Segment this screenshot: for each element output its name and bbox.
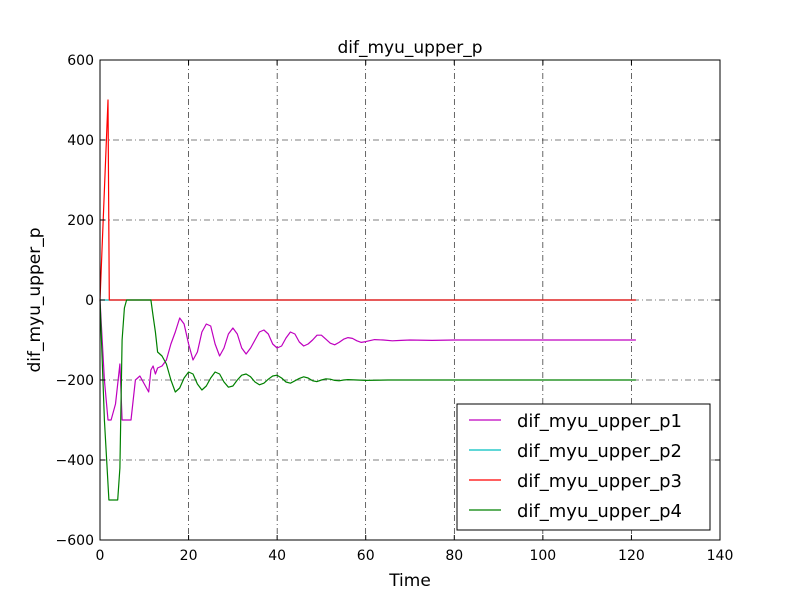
legend-label: dif_myu_upper_p1 bbox=[517, 411, 682, 432]
x-tick-label: 120 bbox=[618, 548, 645, 564]
y-tick-label: 0 bbox=[85, 293, 94, 309]
legend-label: dif_myu_upper_p3 bbox=[517, 471, 682, 492]
y-tick-label: −200 bbox=[56, 373, 94, 389]
legend: dif_myu_upper_p1 dif_myu_upper_p2 dif_myu_… bbox=[456, 403, 711, 531]
series-line-p3 bbox=[99, 99, 636, 301]
x-tick-label: 60 bbox=[357, 548, 375, 564]
legend-box bbox=[456, 403, 711, 531]
x-tick-label: 140 bbox=[707, 548, 734, 564]
x-axis-label: Time bbox=[388, 571, 431, 591]
legend-label: dif_myu_upper_p4 bbox=[517, 501, 682, 522]
x-tick-label: 0 bbox=[96, 548, 105, 564]
y-tick-label: −400 bbox=[56, 453, 94, 469]
y-tick-label: −600 bbox=[56, 533, 94, 549]
y-axis-label: dif_myu_upper_p bbox=[25, 228, 45, 373]
y-tick-label: 200 bbox=[67, 213, 94, 229]
chart-title: dif_myu_upper_p bbox=[338, 38, 483, 58]
ticks-layer: 0 20 40 60 80 100 120 140 −600 −400 −200 0 200 400 600 bbox=[56, 53, 734, 564]
legend-label: dif_myu_upper_p2 bbox=[517, 441, 682, 462]
x-tick-label: 80 bbox=[445, 548, 463, 564]
x-tick-label: 100 bbox=[529, 548, 556, 564]
series-line-p1 bbox=[99, 299, 636, 421]
x-tick-label: 40 bbox=[268, 548, 286, 564]
x-tick-label: 20 bbox=[180, 548, 198, 564]
y-tick-label: 600 bbox=[67, 53, 94, 69]
series-layer bbox=[99, 99, 636, 501]
y-tick-label: 400 bbox=[67, 133, 94, 149]
series-line-p4 bbox=[99, 299, 636, 501]
